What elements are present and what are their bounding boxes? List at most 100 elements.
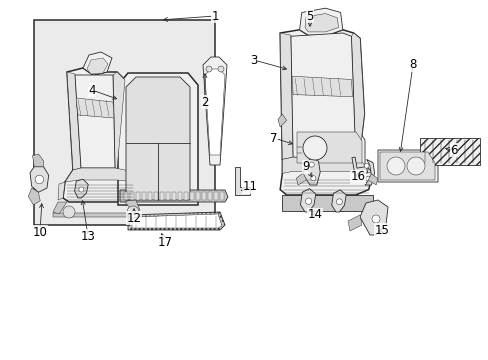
Text: 10: 10 — [33, 225, 47, 238]
Polygon shape — [120, 190, 227, 202]
Polygon shape — [130, 192, 134, 200]
Circle shape — [365, 176, 370, 181]
Polygon shape — [202, 192, 205, 200]
Circle shape — [205, 66, 212, 72]
Text: 8: 8 — [408, 58, 416, 72]
Text: 14: 14 — [307, 208, 322, 221]
Polygon shape — [165, 192, 170, 200]
Polygon shape — [351, 157, 367, 175]
Polygon shape — [364, 159, 374, 185]
Polygon shape — [128, 212, 224, 230]
Circle shape — [63, 206, 75, 218]
Polygon shape — [28, 188, 40, 205]
Text: 12: 12 — [126, 211, 141, 225]
Polygon shape — [87, 58, 108, 74]
Polygon shape — [291, 76, 352, 97]
Polygon shape — [63, 170, 137, 202]
Polygon shape — [379, 152, 434, 180]
Text: 9: 9 — [302, 161, 309, 174]
Polygon shape — [160, 192, 163, 200]
Circle shape — [310, 176, 315, 181]
Polygon shape — [235, 167, 249, 195]
Polygon shape — [214, 192, 218, 200]
Polygon shape — [178, 192, 182, 200]
Circle shape — [371, 215, 379, 223]
Text: 3: 3 — [250, 54, 257, 67]
Polygon shape — [124, 192, 128, 200]
Polygon shape — [220, 192, 224, 200]
Polygon shape — [154, 192, 158, 200]
Circle shape — [364, 163, 368, 168]
Polygon shape — [303, 158, 320, 185]
Circle shape — [218, 66, 224, 72]
Polygon shape — [67, 68, 127, 170]
Polygon shape — [296, 173, 306, 185]
Circle shape — [35, 175, 43, 184]
Polygon shape — [113, 72, 125, 170]
Text: 7: 7 — [270, 131, 277, 144]
Polygon shape — [377, 150, 437, 182]
Polygon shape — [296, 132, 361, 163]
Polygon shape — [126, 77, 190, 200]
Text: 13: 13 — [81, 230, 95, 243]
Polygon shape — [148, 192, 152, 200]
Polygon shape — [33, 154, 43, 167]
Polygon shape — [53, 202, 67, 214]
Circle shape — [305, 198, 311, 204]
Polygon shape — [299, 8, 342, 35]
Polygon shape — [305, 14, 338, 32]
Text: 17: 17 — [157, 235, 172, 248]
Text: 11: 11 — [242, 180, 257, 194]
Polygon shape — [367, 174, 377, 185]
Text: 6: 6 — [449, 144, 457, 157]
Text: 4: 4 — [88, 84, 96, 96]
Polygon shape — [30, 167, 49, 192]
Polygon shape — [280, 30, 364, 159]
Text: 5: 5 — [305, 9, 313, 22]
Polygon shape — [136, 192, 140, 200]
Circle shape — [336, 199, 342, 205]
Polygon shape — [132, 214, 222, 228]
Polygon shape — [67, 72, 81, 170]
Polygon shape — [359, 200, 387, 235]
Polygon shape — [278, 114, 286, 127]
Polygon shape — [183, 192, 187, 200]
Polygon shape — [280, 159, 372, 195]
Circle shape — [386, 157, 404, 175]
Polygon shape — [347, 215, 361, 231]
Text: 16: 16 — [350, 171, 365, 184]
Polygon shape — [300, 189, 315, 212]
Polygon shape — [351, 33, 364, 159]
Circle shape — [406, 157, 424, 175]
Text: 15: 15 — [374, 224, 388, 237]
Polygon shape — [118, 73, 198, 205]
Polygon shape — [196, 192, 200, 200]
Polygon shape — [294, 130, 364, 165]
Polygon shape — [83, 52, 112, 75]
Polygon shape — [282, 157, 372, 174]
Text: 1: 1 — [211, 9, 218, 22]
Polygon shape — [203, 57, 226, 165]
Polygon shape — [65, 168, 137, 182]
Polygon shape — [75, 179, 88, 198]
Polygon shape — [280, 33, 292, 159]
Circle shape — [127, 206, 139, 218]
Polygon shape — [125, 198, 140, 212]
Polygon shape — [331, 190, 346, 212]
Polygon shape — [76, 98, 114, 118]
Polygon shape — [282, 195, 372, 211]
Polygon shape — [204, 69, 224, 155]
Text: 2: 2 — [201, 95, 208, 108]
Polygon shape — [172, 192, 176, 200]
Polygon shape — [290, 33, 355, 157]
Polygon shape — [58, 182, 65, 200]
Circle shape — [303, 136, 326, 160]
Polygon shape — [75, 75, 115, 168]
Polygon shape — [34, 20, 215, 225]
Polygon shape — [190, 192, 194, 200]
Polygon shape — [419, 138, 479, 165]
Circle shape — [308, 162, 314, 167]
Polygon shape — [207, 192, 212, 200]
Circle shape — [79, 187, 84, 192]
Polygon shape — [142, 192, 146, 200]
